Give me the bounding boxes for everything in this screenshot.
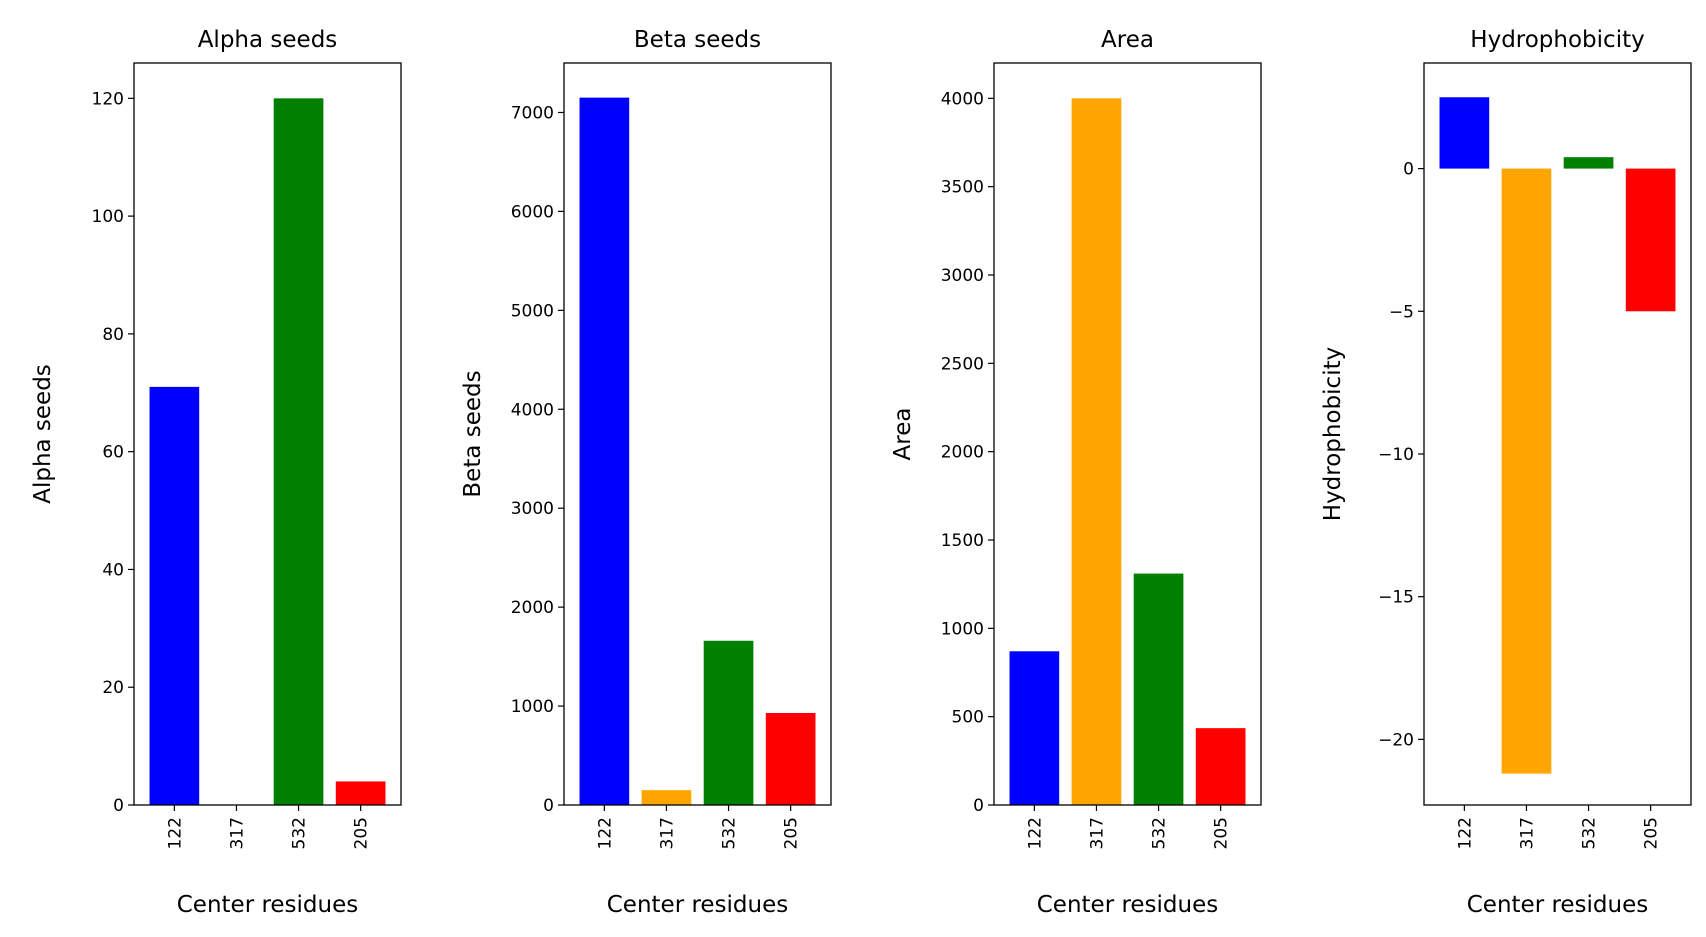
area-ytick-label: 1000	[941, 619, 984, 639]
hydrophobicity-ytick-label: −15	[1378, 588, 1414, 608]
hydrophobicity-xlabel: Center residues	[1467, 892, 1649, 918]
beta-seeds-xtick-label-532: 532	[720, 817, 740, 849]
area-ytick-label: 4000	[941, 89, 984, 109]
alpha-seeds-ytick-label: 100	[92, 207, 124, 227]
beta-seeds-bar-532	[703, 640, 754, 805]
area-xtick-label-532: 532	[1150, 817, 1170, 849]
alpha-seeds-ytick-label: 20	[102, 678, 124, 698]
hydrophobicity-xtick-label-317: 317	[1517, 817, 1537, 849]
beta-seeds-axes-frame	[563, 62, 832, 806]
area-xtick-label-205: 205	[1212, 817, 1232, 849]
hydrophobicity-xtick-label-205: 205	[1642, 817, 1662, 849]
hydrophobicity-ytick-label: −20	[1378, 730, 1414, 750]
alpha-seeds-xtick-label-532: 532	[290, 817, 310, 849]
area-ytick-label: 0	[973, 796, 984, 816]
alpha-seeds-title: Alpha seeds	[198, 27, 338, 53]
area-bar-317	[1071, 98, 1122, 806]
beta-seeds-ytick-label: 7000	[511, 103, 554, 123]
beta-seeds-bar-205	[765, 712, 816, 805]
beta-seeds-ytick-label: 4000	[511, 400, 554, 420]
area-xlabel: Center residues	[1037, 892, 1219, 918]
hydrophobicity-bar-205	[1625, 168, 1676, 312]
chart-beta-seeds: 0 1000 2000 3000 4000 5000 6000 7000 122 317 532 20…	[460, 27, 832, 918]
beta-seeds-ylabel: Beta seeds	[460, 370, 486, 497]
alpha-seeds-bar-205	[335, 781, 386, 805]
area-bar-532	[1133, 573, 1184, 805]
alpha-seeds-xtick-label-205: 205	[352, 817, 372, 849]
beta-seeds-ytick-label: 1000	[511, 697, 554, 717]
area-ytick-label: 3500	[941, 178, 984, 198]
beta-seeds-title: Beta seeds	[634, 27, 761, 53]
beta-seeds-xlabel: Center residues	[607, 892, 789, 918]
alpha-seeds-bar-532	[273, 98, 324, 806]
alpha-seeds-ytick-label: 80	[102, 325, 124, 345]
hydrophobicity-ylabel: Hydrophobicity	[1320, 347, 1346, 521]
area-xtick-label-317: 317	[1087, 817, 1107, 849]
area-ytick-label: 1500	[941, 531, 984, 551]
chart-alpha-seeds: 0 20 40 60 80 100 120 122 317 532 205 Alpha seeds Ce…	[30, 27, 402, 918]
hydrophobicity-bar-317	[1501, 168, 1552, 774]
alpha-seeds-bar-122	[149, 386, 200, 805]
hydrophobicity-ytick-label: −5	[1389, 302, 1414, 322]
beta-seeds-ytick-label: 2000	[511, 598, 554, 618]
hydrophobicity-ytick-label: −10	[1378, 445, 1414, 465]
hydrophobicity-bar-122	[1439, 97, 1490, 169]
alpha-seeds-ylabel: Alpha seeds	[30, 364, 56, 504]
beta-seeds-ytick-label: 5000	[511, 301, 554, 321]
beta-seeds-bar-317	[641, 790, 692, 805]
area-axes-frame	[993, 62, 1262, 806]
chart-hydrophobicity: 0 −5 −10 −15 −20 122 317 532 205 Hydrophobicity Ce…	[1320, 27, 1692, 918]
hydrophobicity-title: Hydrophobicity	[1470, 27, 1644, 53]
alpha-seeds-ytick-label: 120	[92, 89, 124, 109]
area-bar-205	[1195, 728, 1246, 805]
area-ylabel: Area	[890, 408, 916, 461]
alpha-seeds-ytick-label: 40	[102, 560, 124, 580]
alpha-seeds-xtick-label-122: 122	[165, 817, 185, 849]
hydrophobicity-axes-frame	[1423, 62, 1692, 806]
chart-area: 0 500 1000 1500 2000 2500 3000 3500 4000 122 317 53…	[890, 27, 1262, 918]
alpha-seeds-ytick-label: 60	[102, 443, 124, 463]
alpha-seeds-ytick-label: 0	[113, 796, 124, 816]
area-title: Area	[1101, 27, 1154, 53]
area-bar-122	[1009, 651, 1060, 805]
area-ytick-label: 2000	[941, 443, 984, 463]
beta-seeds-xtick-label-122: 122	[595, 817, 615, 849]
hydrophobicity-bar-532	[1563, 157, 1614, 169]
alpha-seeds-xtick-label-317: 317	[227, 817, 247, 849]
hydrophobicity-xtick-label-532: 532	[1580, 817, 1600, 849]
alpha-seeds-axes-frame	[133, 62, 402, 806]
beta-seeds-bar-122	[579, 97, 630, 806]
beta-seeds-ytick-label: 0	[543, 796, 554, 816]
beta-seeds-ytick-label: 6000	[511, 202, 554, 222]
beta-seeds-xtick-label-205: 205	[782, 817, 802, 849]
area-ytick-label: 500	[952, 708, 984, 728]
alpha-seeds-xlabel: Center residues	[177, 892, 359, 918]
area-ytick-label: 3000	[941, 266, 984, 286]
hydrophobicity-xtick-label-122: 122	[1455, 817, 1475, 849]
area-xtick-label-122: 122	[1025, 817, 1045, 849]
area-ytick-label: 2500	[941, 354, 984, 374]
beta-seeds-ytick-label: 3000	[511, 499, 554, 519]
beta-seeds-xtick-label-317: 317	[657, 817, 677, 849]
hydrophobicity-ytick-label: 0	[1403, 160, 1414, 180]
